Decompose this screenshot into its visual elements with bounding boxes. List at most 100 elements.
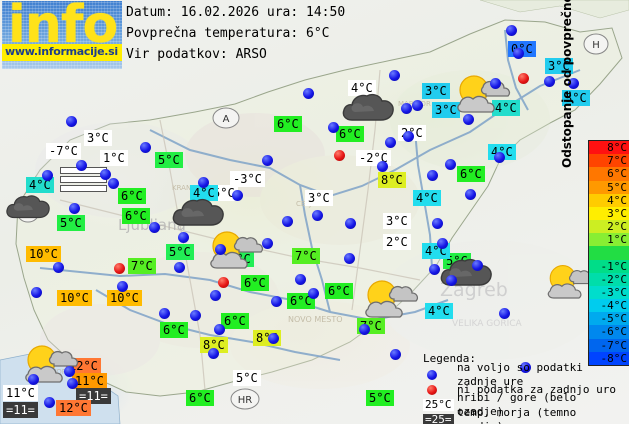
station-dot-missing[interactable] [518,73,529,84]
svg-text:A: A [223,114,230,125]
region-north-east [479,0,629,19]
station-dot-available[interactable] [389,70,400,81]
station-dot-available[interactable] [445,159,456,170]
station-dot-available[interactable] [232,190,243,201]
color-scale-band: -3°C [589,285,629,300]
station-temperature-label: 7°C [292,248,320,264]
station-dot-available[interactable] [42,170,53,181]
station-dot-missing[interactable] [114,263,125,274]
station-dot-available[interactable] [359,324,370,335]
station-temperature-label: 6°C [118,188,146,204]
station-temperature-label: 3°C [84,130,112,146]
station-dot-missing[interactable] [218,277,229,288]
station-dot-available[interactable] [140,142,151,153]
station-dot-available[interactable] [506,25,517,36]
station-dot-available[interactable] [198,177,209,188]
station-dot-available[interactable] [568,78,579,89]
station-dot-available[interactable] [268,333,279,344]
station-dot-available[interactable] [312,210,323,221]
station-dot-available[interactable] [28,374,39,385]
station-dot-available[interactable] [108,178,119,189]
station-dot-available[interactable] [437,238,448,249]
station-dot-available[interactable] [190,310,201,321]
station-dot-available[interactable] [490,78,501,89]
station-temperature-label: 3°C [432,102,460,118]
station-dot-available[interactable] [328,122,339,133]
station-dot-available[interactable] [344,253,355,264]
sea-temperature-label: =11= [3,402,38,418]
station-temperature-label: -3°C [230,171,265,187]
station-dot-available[interactable] [401,103,412,114]
station-dot-available[interactable] [472,260,483,271]
station-dot-available[interactable] [64,366,75,377]
station-dot-available[interactable] [446,275,457,286]
station-dot-available[interactable] [31,287,42,298]
station-dot-available[interactable] [295,274,306,285]
color-scale-band: 5°C [589,180,629,194]
station-dot-available[interactable] [44,397,55,408]
station-dot-available[interactable] [66,116,77,127]
station-dot-available[interactable] [412,100,423,111]
station-dot-available[interactable] [427,170,438,181]
station-dot-available[interactable] [345,218,356,229]
legend-swatch: 25°C [423,397,454,411]
station-dot-available[interactable] [159,308,170,319]
color-scale-band: 3°C [589,206,629,221]
station-temperature-label: 8°C [378,172,406,188]
station-temperature-label: 3°C [422,83,450,99]
color-scale-band: 1°C [589,233,629,247]
header-date-time: Datum: 16.02.2026 ura: 14:50 [126,5,346,20]
station-dot-available[interactable] [282,216,293,227]
station-dot-available[interactable] [210,290,221,301]
station-dot-available[interactable] [390,349,401,360]
logo-url-text: www.informacije.si [5,45,118,58]
svg-text:H: H [592,40,600,51]
station-dot-available[interactable] [174,262,185,273]
station-dot-available[interactable] [463,114,474,125]
station-dot-available[interactable] [178,232,189,243]
station-temperature-label: 5°C [57,215,85,231]
station-dot-available[interactable] [271,296,282,307]
cloud-overcast-icon [4,192,52,224]
station-dot-available[interactable] [117,281,128,292]
station-dot-available[interactable] [520,362,531,373]
station-dot-available[interactable] [76,160,87,171]
station-dot-available[interactable] [429,264,440,275]
station-dot-available[interactable] [494,152,505,163]
station-dot-missing[interactable] [334,150,345,161]
station-dot-available[interactable] [67,378,78,389]
station-dot-available[interactable] [100,169,111,180]
station-dot-available[interactable] [513,48,524,59]
station-dot-available[interactable] [403,131,414,142]
legend: Legenda: na voljo so podatki zadnje ure n… [423,352,629,424]
legend-title: Legenda: [423,352,476,365]
header-data-source: Vir podatkov: ARSO [126,47,267,62]
legend-key [423,369,457,380]
station-dot-available[interactable] [308,288,319,299]
station-dot-available[interactable] [69,203,80,214]
station-dot-available[interactable] [432,218,443,229]
legend-label: temp. morja (temno ozadje) [457,405,577,424]
station-dot-available[interactable] [215,244,226,255]
cloud-overcast-icon [340,90,396,128]
legend-swatch: =25= [423,412,454,424]
station-dot-available[interactable] [303,88,314,99]
station-dot-available[interactable] [149,222,160,233]
station-temperature-label: 6°C [325,283,353,299]
station-dot-available[interactable] [377,161,388,172]
station-temperature-label: 4°C [425,303,453,319]
station-dot-available[interactable] [544,76,555,87]
station-dot-available[interactable] [214,324,225,335]
station-dot-available[interactable] [53,262,64,273]
station-temperature-label: 5°C [366,390,394,406]
station-dot-available[interactable] [262,238,273,249]
station-dot-available[interactable] [499,308,510,319]
station-temperature-label: 1°C [100,150,128,166]
station-dot-available[interactable] [385,137,396,148]
station-dot-available[interactable] [208,348,219,359]
station-temperature-label: 7°C [128,258,156,274]
legend-blue-dot-icon [427,369,437,380]
station-dot-available[interactable] [262,155,273,166]
station-dot-available[interactable] [465,189,476,200]
site-logo[interactable]: info www.informacije.si [2,1,122,69]
